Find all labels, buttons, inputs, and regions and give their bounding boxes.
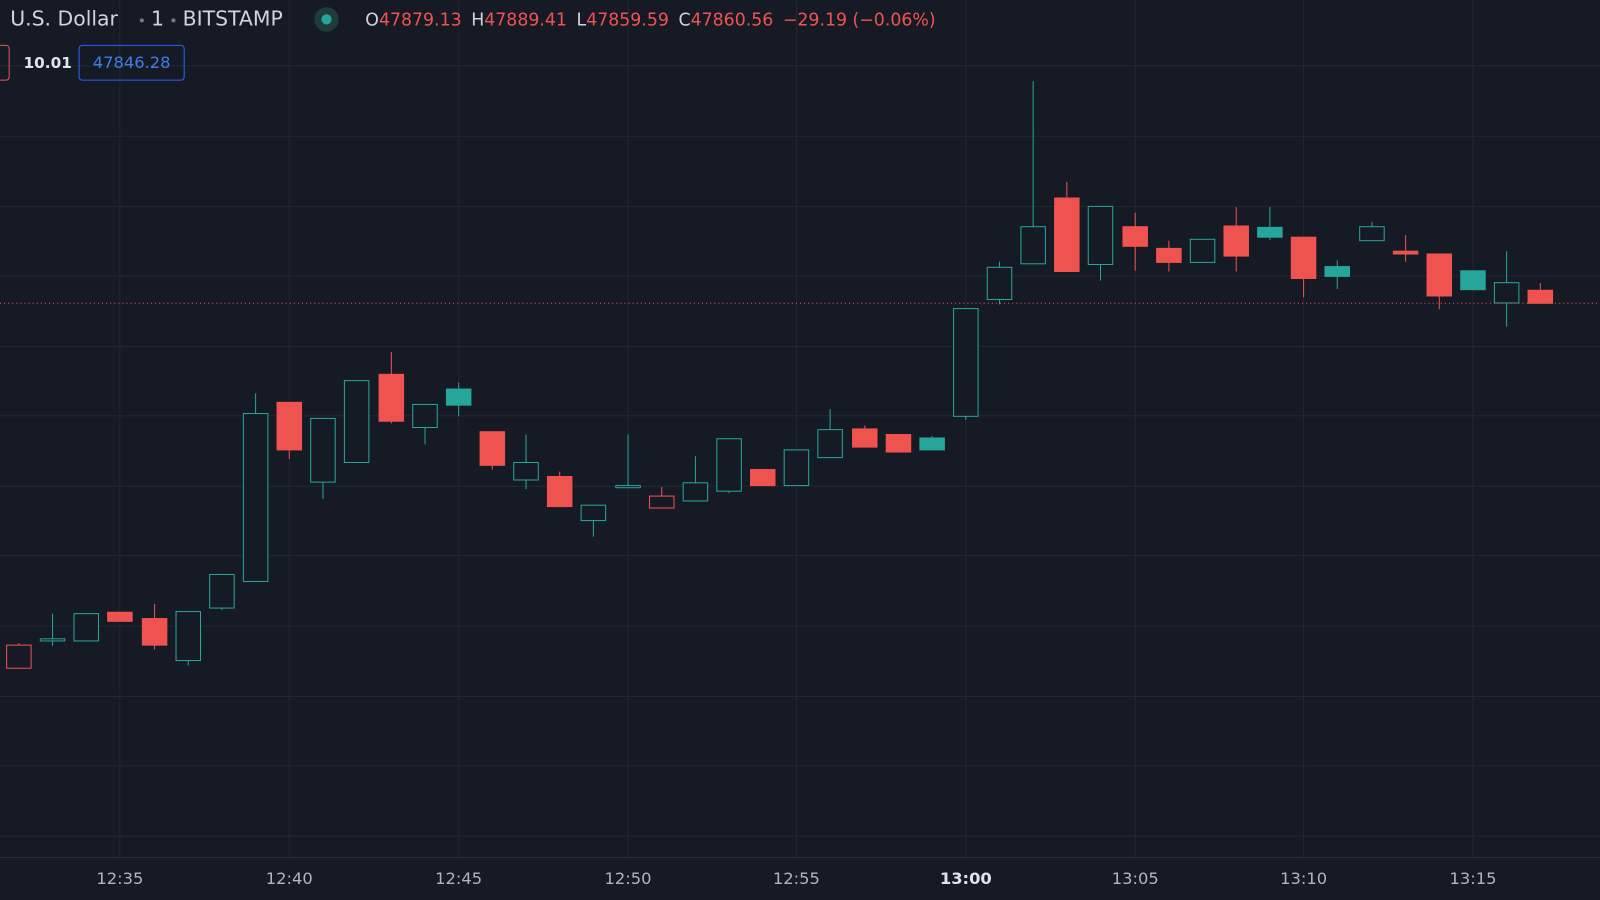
- candle-body: [817, 429, 843, 459]
- candle-body: [1426, 253, 1453, 297]
- indicator-value: 47846.28: [93, 53, 171, 72]
- candle-body: [852, 428, 878, 448]
- separator: [171, 18, 176, 23]
- symbol: U.S. Dollar: [10, 6, 118, 30]
- candle-body: [953, 308, 979, 417]
- candle-body: [242, 413, 269, 582]
- x-tick-label: 13:00: [940, 869, 992, 888]
- indicator-badge[interactable]: [0, 44, 10, 81]
- candle-body: [580, 504, 607, 522]
- time-axis: 12:35 12:40 12:45 12:50 12:55 13:00 13:05 13:10…: [96, 869, 1496, 888]
- grid: [0, 0, 1600, 858]
- candle-body: [175, 611, 202, 662]
- candle-body: [716, 438, 742, 492]
- candle-body: [1527, 289, 1554, 304]
- exchange: BITSTAMP: [183, 6, 283, 30]
- candle-body: [1460, 270, 1486, 291]
- candle-body: [209, 573, 235, 609]
- candle-body: [750, 468, 776, 487]
- candle-body: [1324, 266, 1350, 277]
- candle-body: [1156, 247, 1182, 263]
- candle-body: [378, 373, 405, 422]
- candle-body: [343, 380, 370, 464]
- candle-body: [682, 482, 709, 502]
- candle-body: [783, 449, 810, 487]
- candle-body: [885, 434, 912, 453]
- low-label: L: [577, 10, 587, 30]
- candle-body: [513, 461, 539, 481]
- legend: U.S. Dollar 1 BITSTAMP O47879.13 H47889.…: [0, 6, 936, 81]
- candle-body: [1054, 197, 1080, 272]
- x-tick-label: 13:15: [1449, 869, 1496, 888]
- market-status-dot: [321, 14, 332, 25]
- candle-body: [1087, 205, 1114, 266]
- candles: [0, 81, 1600, 669]
- candle-body: [1359, 226, 1385, 242]
- candle-body: [141, 618, 168, 646]
- change: −29.19 (−0.06%): [783, 10, 936, 30]
- indicator-value: 10.01: [23, 54, 71, 72]
- high-value: 47889.41: [484, 10, 567, 30]
- candle-body: [615, 485, 641, 489]
- candle-body: [919, 437, 945, 451]
- open-label: O: [365, 10, 379, 30]
- close-label: C: [678, 10, 690, 30]
- x-tick-label: 12:45: [435, 869, 482, 888]
- candle-body: [1189, 238, 1216, 263]
- x-tick-label: 12:40: [266, 869, 313, 888]
- x-tick-label: 13:10: [1280, 869, 1327, 888]
- separator: [139, 18, 144, 23]
- candle-body: [107, 611, 133, 622]
- x-tick-label: 12:50: [605, 869, 652, 888]
- candle-body: [1122, 226, 1148, 247]
- candle-body: [6, 644, 32, 669]
- candle-body: [648, 495, 675, 509]
- candle-body: [412, 403, 438, 429]
- close-value: 47860.56: [691, 10, 774, 30]
- candle-body: [986, 266, 1013, 300]
- candle-body: [310, 417, 336, 483]
- x-tick-label: 12:35: [96, 869, 143, 888]
- high-label: H: [471, 10, 484, 30]
- x-tick-label: 13:05: [1112, 869, 1159, 888]
- candle-body: [73, 613, 99, 642]
- candle-body: [479, 431, 506, 466]
- candle-body: [1392, 250, 1419, 255]
- indicator-badge[interactable]: [78, 44, 185, 81]
- candle-body: [546, 475, 573, 508]
- candle-body: [1020, 226, 1046, 265]
- candle-body: [39, 638, 66, 642]
- candle-body: [445, 388, 472, 406]
- x-tick-label: 12:55: [773, 869, 820, 888]
- interval: 1: [151, 6, 164, 30]
- candle-body: [1493, 282, 1520, 304]
- candle-body: [1290, 236, 1317, 279]
- candle-body: [276, 401, 303, 451]
- ohlc: O47879.13 H47889.41 L47859.59 C47860.56 …: [365, 10, 935, 30]
- low-value: 47859.59: [586, 10, 669, 30]
- open-value: 47879.13: [379, 10, 462, 30]
- candle-body: [1223, 225, 1249, 257]
- candle-body: [1257, 226, 1283, 238]
